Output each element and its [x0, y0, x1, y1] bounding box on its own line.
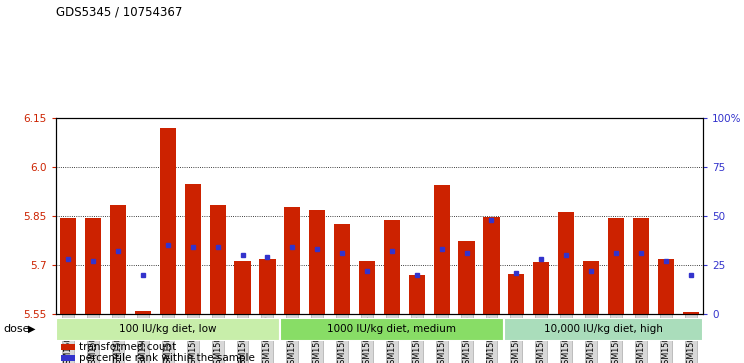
Bar [484, 217, 499, 314]
Bar [234, 261, 251, 314]
Text: 100 IU/kg diet, low: 100 IU/kg diet, low [119, 325, 217, 334]
Text: 10,000 IU/kg diet, high: 10,000 IU/kg diet, high [544, 325, 663, 334]
Text: percentile rank within the sample: percentile rank within the sample [79, 354, 255, 363]
Bar [508, 274, 525, 314]
Bar [280, 318, 504, 341]
Bar [608, 218, 624, 314]
Bar [504, 318, 703, 341]
Bar [558, 212, 574, 314]
Bar [658, 259, 674, 314]
Bar [61, 355, 75, 362]
Bar [260, 259, 275, 314]
Bar [56, 318, 280, 341]
Bar [434, 185, 450, 314]
Text: transformed count: transformed count [79, 342, 176, 352]
Bar [61, 344, 75, 350]
Bar [85, 218, 101, 314]
Bar [408, 276, 425, 314]
Bar [384, 220, 400, 314]
Bar [359, 261, 375, 314]
Bar [135, 311, 151, 314]
Bar [110, 205, 126, 314]
Text: 1000 IU/kg diet, medium: 1000 IU/kg diet, medium [327, 325, 456, 334]
Text: ▶: ▶ [28, 324, 36, 334]
Bar [185, 184, 201, 314]
Bar [334, 224, 350, 314]
Bar [160, 128, 176, 314]
Bar [583, 261, 599, 314]
Text: GDS5345 / 10754367: GDS5345 / 10754367 [56, 5, 182, 19]
Bar [682, 312, 699, 314]
Bar [284, 207, 301, 314]
Bar [533, 262, 549, 314]
Bar [60, 217, 77, 314]
Text: dose: dose [4, 324, 31, 334]
Bar [458, 241, 475, 314]
Bar [632, 218, 649, 314]
Bar [210, 205, 225, 314]
Bar [309, 210, 325, 314]
